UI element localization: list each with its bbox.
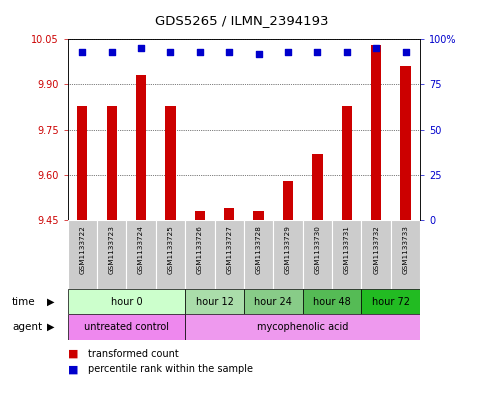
Text: GSM1133731: GSM1133731 xyxy=(344,226,350,274)
Bar xyxy=(77,106,87,220)
Bar xyxy=(185,220,214,289)
Point xyxy=(402,49,410,55)
Point xyxy=(372,45,380,51)
Text: ■: ■ xyxy=(68,364,78,375)
Point xyxy=(284,49,292,55)
Bar xyxy=(195,211,205,220)
Bar xyxy=(127,220,156,289)
Point xyxy=(343,49,351,55)
Bar xyxy=(156,220,185,289)
Bar xyxy=(341,106,352,220)
Text: hour 0: hour 0 xyxy=(111,297,142,307)
Bar xyxy=(361,220,391,289)
Bar xyxy=(312,154,323,220)
Text: GSM1133726: GSM1133726 xyxy=(197,226,203,274)
Point xyxy=(167,49,174,55)
Text: GSM1133730: GSM1133730 xyxy=(314,226,320,274)
Bar xyxy=(136,75,146,220)
Text: hour 48: hour 48 xyxy=(313,297,351,307)
Bar xyxy=(107,106,117,220)
Bar xyxy=(68,220,97,289)
Bar xyxy=(273,220,303,289)
Text: transformed count: transformed count xyxy=(88,349,179,359)
Point xyxy=(313,49,321,55)
Bar xyxy=(332,220,361,289)
Bar xyxy=(303,289,361,314)
Text: GSM1133722: GSM1133722 xyxy=(79,226,85,274)
Bar xyxy=(185,314,420,340)
Text: agent: agent xyxy=(12,322,42,332)
Text: hour 24: hour 24 xyxy=(255,297,292,307)
Text: GSM1133728: GSM1133728 xyxy=(256,226,262,274)
Text: time: time xyxy=(12,297,36,307)
Bar xyxy=(400,66,411,220)
Text: GSM1133733: GSM1133733 xyxy=(402,226,409,274)
Text: ■: ■ xyxy=(68,349,78,359)
Text: GSM1133724: GSM1133724 xyxy=(138,226,144,274)
Bar xyxy=(244,220,273,289)
Point xyxy=(226,49,233,55)
Point xyxy=(196,49,204,55)
Text: hour 12: hour 12 xyxy=(196,297,233,307)
Point xyxy=(78,49,86,55)
Bar xyxy=(303,220,332,289)
Text: untreated control: untreated control xyxy=(84,322,169,332)
Point xyxy=(255,51,262,57)
Text: GDS5265 / ILMN_2394193: GDS5265 / ILMN_2394193 xyxy=(155,14,328,27)
Bar xyxy=(254,211,264,220)
Text: mycophenolic acid: mycophenolic acid xyxy=(257,322,348,332)
Bar xyxy=(283,181,293,220)
Bar xyxy=(244,289,303,314)
Text: GSM1133732: GSM1133732 xyxy=(373,226,379,274)
Text: GSM1133723: GSM1133723 xyxy=(109,226,114,274)
Bar xyxy=(391,220,420,289)
Text: GSM1133725: GSM1133725 xyxy=(168,226,173,274)
Bar xyxy=(224,208,234,220)
Point xyxy=(108,49,115,55)
Text: GSM1133729: GSM1133729 xyxy=(285,226,291,274)
Text: ▶: ▶ xyxy=(47,322,55,332)
Bar xyxy=(371,45,381,220)
Bar xyxy=(185,289,244,314)
Bar xyxy=(68,314,185,340)
Bar xyxy=(361,289,420,314)
Text: GSM1133727: GSM1133727 xyxy=(226,226,232,274)
Text: ▶: ▶ xyxy=(47,297,55,307)
Text: percentile rank within the sample: percentile rank within the sample xyxy=(88,364,253,375)
Text: hour 72: hour 72 xyxy=(372,297,410,307)
Bar xyxy=(68,289,185,314)
Bar xyxy=(97,220,127,289)
Bar xyxy=(214,220,244,289)
Bar xyxy=(165,106,176,220)
Point xyxy=(137,45,145,51)
